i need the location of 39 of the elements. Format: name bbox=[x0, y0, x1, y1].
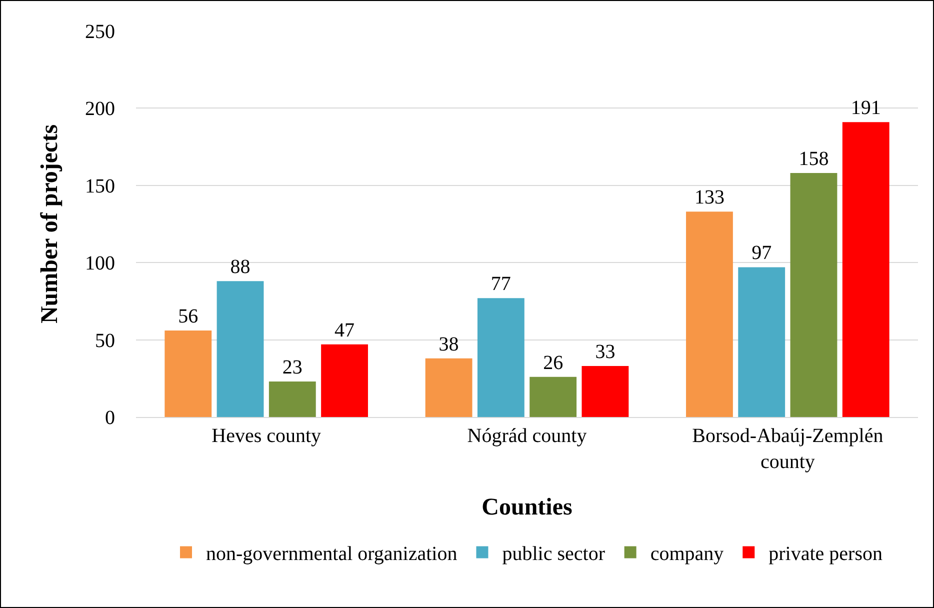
data-label: 26 bbox=[543, 352, 564, 374]
bar bbox=[842, 122, 890, 417]
data-label: 77 bbox=[490, 273, 511, 296]
x-tick-label: Nógrád county bbox=[467, 425, 587, 447]
bar bbox=[268, 381, 316, 417]
y-tick-label: 100 bbox=[85, 252, 115, 275]
legend-label: private person bbox=[768, 543, 882, 566]
legend-label: company bbox=[650, 543, 724, 566]
x-axis-title: Counties bbox=[482, 494, 572, 520]
bar bbox=[790, 173, 838, 417]
bar bbox=[686, 212, 733, 417]
bar bbox=[425, 358, 472, 417]
y-tick-label: 200 bbox=[85, 98, 115, 120]
x-tick-label: Borsod-Abaúj-Zemplén county bbox=[692, 425, 884, 473]
data-label: 47 bbox=[334, 319, 355, 342]
data-label: 97 bbox=[752, 242, 772, 264]
y-tick-label: 0 bbox=[105, 407, 115, 429]
data-label: 133 bbox=[694, 186, 724, 209]
data-label: 158 bbox=[798, 148, 829, 170]
legend-label: non-governmental organization bbox=[206, 543, 458, 566]
y-axis-title: Number of projects bbox=[37, 124, 64, 324]
bar bbox=[216, 281, 264, 417]
y-tick-label: 150 bbox=[85, 175, 115, 198]
bar bbox=[738, 267, 786, 417]
data-label: 56 bbox=[178, 306, 198, 328]
legend-label: public sector bbox=[502, 543, 606, 566]
data-label: 191 bbox=[850, 97, 881, 120]
bar bbox=[582, 366, 629, 417]
bar bbox=[477, 298, 524, 417]
bar bbox=[530, 376, 577, 417]
y-tick-label: 250 bbox=[85, 21, 115, 43]
data-label: 33 bbox=[595, 341, 616, 364]
data-label: 88 bbox=[230, 256, 250, 278]
y-tick-label: 50 bbox=[95, 330, 115, 352]
data-label: 38 bbox=[438, 333, 459, 356]
data-label: 23 bbox=[282, 356, 302, 378]
bar bbox=[164, 330, 212, 417]
x-tick-label: Heves county bbox=[212, 425, 322, 447]
bar bbox=[321, 344, 368, 417]
